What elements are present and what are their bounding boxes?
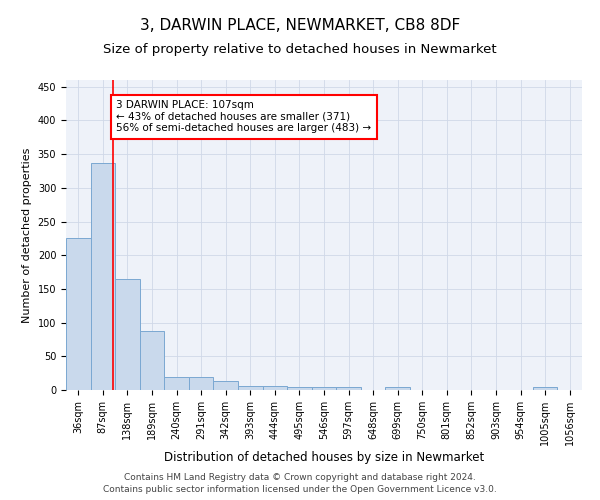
Bar [385,388,410,390]
Bar [336,388,361,390]
Bar [238,386,263,390]
Bar [140,330,164,390]
Text: 3, DARWIN PLACE, NEWMARKET, CB8 8DF: 3, DARWIN PLACE, NEWMARKET, CB8 8DF [140,18,460,32]
Bar [287,386,312,390]
Bar [66,238,91,390]
Text: Contains public sector information licensed under the Open Government Licence v3: Contains public sector information licen… [103,485,497,494]
X-axis label: Distribution of detached houses by size in Newmarket: Distribution of detached houses by size … [164,450,484,464]
Bar [312,386,336,390]
Bar [214,380,238,390]
Bar [533,388,557,390]
Bar [164,376,189,390]
Bar [189,376,214,390]
Text: Contains HM Land Registry data © Crown copyright and database right 2024.: Contains HM Land Registry data © Crown c… [124,472,476,482]
Text: 3 DARWIN PLACE: 107sqm
← 43% of detached houses are smaller (371)
56% of semi-de: 3 DARWIN PLACE: 107sqm ← 43% of detached… [116,100,371,134]
Bar [115,279,140,390]
Bar [91,163,115,390]
Text: Size of property relative to detached houses in Newmarket: Size of property relative to detached ho… [103,42,497,56]
Y-axis label: Number of detached properties: Number of detached properties [22,148,32,322]
Bar [263,386,287,390]
